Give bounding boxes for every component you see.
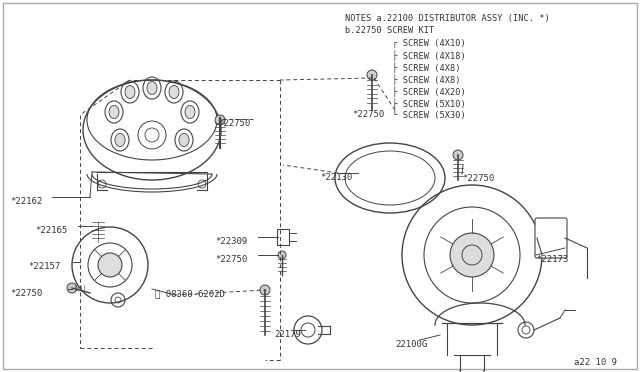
Circle shape bbox=[67, 283, 77, 293]
Ellipse shape bbox=[125, 86, 135, 99]
Text: ├ SCREW (4X8): ├ SCREW (4X8) bbox=[345, 74, 461, 85]
Circle shape bbox=[367, 70, 377, 80]
Text: NOTES a.22100 DISTRIBUTOR ASSY (INC. *): NOTES a.22100 DISTRIBUTOR ASSY (INC. *) bbox=[345, 14, 550, 23]
Text: *22750: *22750 bbox=[462, 174, 494, 183]
Circle shape bbox=[98, 253, 122, 277]
Text: 22100G: 22100G bbox=[395, 340, 428, 349]
Text: *22162: *22162 bbox=[10, 197, 42, 206]
Ellipse shape bbox=[115, 134, 125, 147]
Text: *22750: *22750 bbox=[215, 255, 247, 264]
FancyBboxPatch shape bbox=[535, 218, 567, 258]
Circle shape bbox=[215, 115, 225, 125]
Text: 〤 08360-6202D: 〤 08360-6202D bbox=[155, 289, 225, 298]
Text: *22750: *22750 bbox=[218, 119, 250, 128]
Text: ├ SCREW (4X18): ├ SCREW (4X18) bbox=[345, 50, 466, 61]
Text: ├ SCREW (5X10): ├ SCREW (5X10) bbox=[345, 98, 466, 109]
Text: *22165: *22165 bbox=[35, 226, 67, 235]
Ellipse shape bbox=[169, 86, 179, 99]
Text: 22179: 22179 bbox=[274, 330, 301, 339]
Circle shape bbox=[278, 251, 286, 259]
Circle shape bbox=[260, 285, 270, 295]
Text: └ SCREW (5X30): └ SCREW (5X30) bbox=[345, 110, 466, 120]
Text: *22130: *22130 bbox=[320, 173, 352, 182]
Text: ┌ SCREW (4X10): ┌ SCREW (4X10) bbox=[345, 38, 466, 47]
Text: b.22750 SCREW KIT: b.22750 SCREW KIT bbox=[345, 26, 435, 35]
Bar bbox=[277, 229, 289, 245]
Text: ├ SCREW (4X20): ├ SCREW (4X20) bbox=[345, 86, 466, 97]
Ellipse shape bbox=[147, 81, 157, 94]
Text: *22750: *22750 bbox=[10, 289, 42, 298]
Text: ├ SCREW (4X8): ├ SCREW (4X8) bbox=[345, 62, 461, 73]
Ellipse shape bbox=[179, 134, 189, 147]
Ellipse shape bbox=[185, 106, 195, 119]
Text: *22309: *22309 bbox=[215, 237, 247, 246]
Circle shape bbox=[453, 150, 463, 160]
Ellipse shape bbox=[109, 106, 119, 119]
Text: a22 10 9: a22 10 9 bbox=[574, 358, 617, 367]
Text: *22750: *22750 bbox=[352, 110, 384, 119]
Text: *22173: *22173 bbox=[536, 255, 568, 264]
Circle shape bbox=[450, 233, 494, 277]
Text: *22157: *22157 bbox=[28, 262, 60, 271]
